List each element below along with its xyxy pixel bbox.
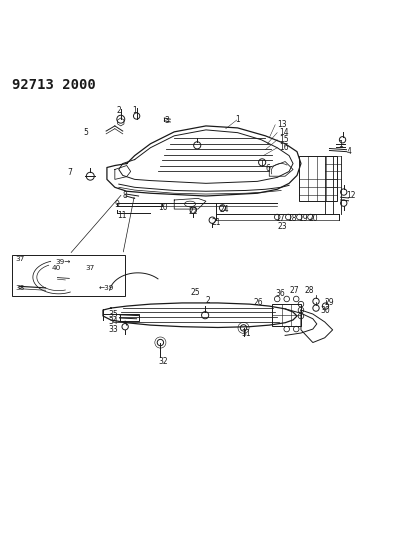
Text: 24: 24 (220, 205, 229, 214)
Text: 37: 37 (16, 256, 25, 262)
Bar (12, 255, 125, 296)
Text: 8: 8 (123, 191, 128, 200)
Bar (120, 314, 139, 321)
Text: 29: 29 (325, 298, 334, 308)
Text: 10: 10 (158, 204, 168, 212)
Text: 1: 1 (236, 116, 240, 125)
Text: 31: 31 (242, 329, 251, 338)
Text: 92713 2000: 92713 2000 (12, 78, 95, 92)
Text: ←39: ←39 (99, 285, 114, 291)
Text: 26: 26 (253, 298, 263, 308)
Text: 13: 13 (277, 120, 287, 129)
Text: 39→: 39→ (55, 259, 71, 265)
Text: 33: 33 (109, 325, 119, 334)
Text: 32: 32 (158, 357, 168, 366)
Text: 23: 23 (277, 222, 287, 231)
Text: 25: 25 (190, 288, 200, 297)
Text: 20: 20 (309, 214, 318, 223)
Text: 1: 1 (133, 106, 137, 115)
Text: 15: 15 (279, 135, 289, 144)
Text: 38: 38 (15, 285, 24, 291)
Text: 19: 19 (299, 214, 308, 223)
Text: 40: 40 (51, 265, 61, 271)
Bar (272, 304, 301, 326)
Text: 2: 2 (117, 106, 122, 115)
Text: 22: 22 (188, 207, 198, 216)
Text: 34: 34 (109, 318, 119, 326)
Text: 36: 36 (275, 289, 285, 298)
Text: 21: 21 (212, 219, 221, 228)
Text: 28: 28 (305, 286, 314, 295)
Bar (299, 156, 337, 201)
Text: 6: 6 (265, 164, 270, 173)
Text: 1: 1 (339, 140, 343, 149)
Text: 14: 14 (279, 128, 289, 137)
Text: 9: 9 (115, 200, 120, 209)
Text: 12: 12 (346, 191, 356, 200)
Text: 35: 35 (109, 310, 119, 319)
Text: 4: 4 (346, 147, 351, 156)
Text: 17: 17 (275, 214, 284, 223)
Text: 27: 27 (289, 286, 299, 295)
Text: 2: 2 (206, 296, 211, 305)
Text: 3: 3 (164, 116, 169, 125)
Text: 30: 30 (320, 306, 330, 316)
Text: 18: 18 (287, 214, 296, 223)
Text: 7: 7 (67, 168, 72, 177)
Text: 16: 16 (279, 143, 289, 152)
Text: 11: 11 (117, 211, 126, 220)
Text: 37: 37 (85, 265, 94, 271)
Text: 5: 5 (83, 128, 88, 137)
